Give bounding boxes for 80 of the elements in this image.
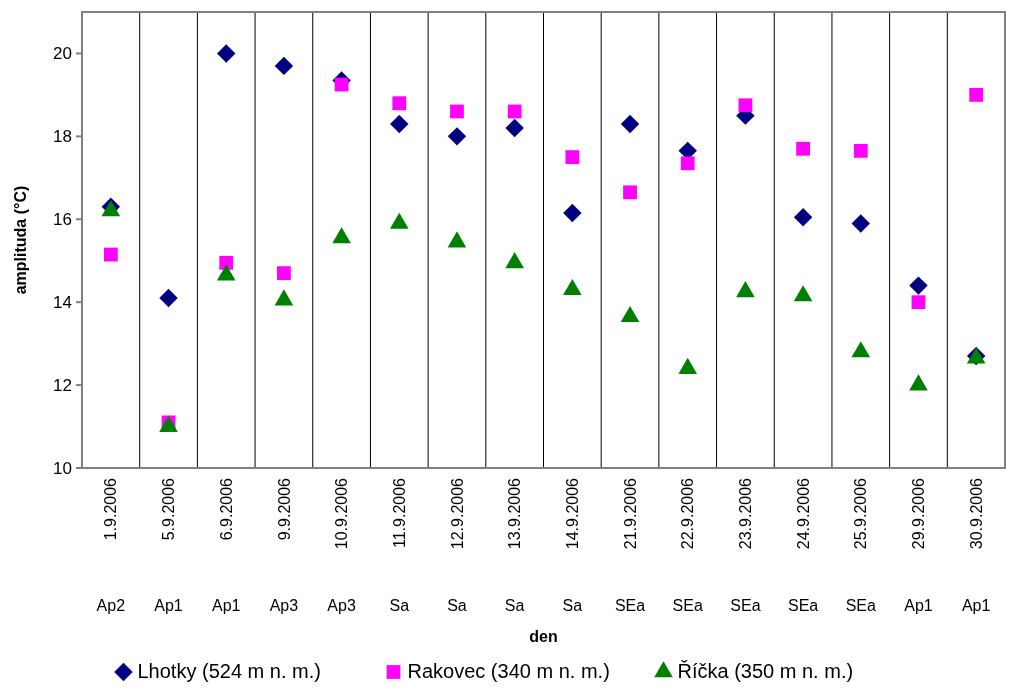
- text: Ap3: [327, 597, 356, 614]
- point: [103, 247, 118, 262]
- x-tick-label: 14.9.2006: [563, 477, 581, 550]
- point: [447, 127, 467, 146]
- point: [969, 88, 984, 102]
- point: [565, 150, 580, 164]
- x-tick-label: 22.9.2006: [679, 477, 697, 550]
- point: [678, 357, 698, 374]
- y-tick-label: 16: [53, 210, 72, 230]
- legend-label: Říčka (350 m n. m.): [677, 660, 854, 682]
- x-tick-label: 24.9.2006: [794, 477, 812, 550]
- point: [909, 276, 928, 295]
- text: Ap2: [96, 597, 126, 614]
- point: [450, 104, 464, 119]
- x-tick-label: 13.9.2006: [506, 477, 524, 550]
- text: Sa: [504, 597, 525, 614]
- point: [274, 56, 294, 76]
- text: Sa: [389, 597, 410, 614]
- y-tick-label: 10: [53, 458, 72, 478]
- text: SEa: [672, 597, 703, 614]
- x-axis-title: den: [529, 628, 558, 645]
- point: [620, 114, 640, 134]
- x-tick-label: 5.9.2006: [160, 477, 178, 541]
- x-tick-label: 1.9.2006: [102, 477, 120, 541]
- x-tick-label: 11.9.2006: [390, 477, 408, 548]
- text: Ap1: [904, 597, 933, 614]
- point: [909, 374, 928, 391]
- point: [851, 214, 870, 233]
- point: [392, 96, 407, 111]
- point: [680, 156, 695, 171]
- point: [217, 44, 236, 63]
- y-tick-label: 18: [53, 127, 72, 147]
- point: [332, 227, 351, 244]
- point: [274, 289, 294, 306]
- x-tick-label: 25.9.2006: [852, 477, 870, 550]
- x-tick-label: 30.9.2006: [967, 477, 985, 550]
- text: Ap1: [961, 597, 991, 614]
- point: [159, 288, 178, 308]
- x-tick-label: 9.9.2006: [275, 477, 293, 541]
- x-tick-label: 23.9.2006: [737, 477, 755, 550]
- legend-label: Rakovec (340 m n. m.): [407, 660, 610, 682]
- point: [736, 281, 755, 298]
- y-tick-label: 14: [53, 293, 72, 313]
- point: [216, 264, 236, 281]
- point: [851, 341, 871, 358]
- point: [793, 285, 813, 302]
- text: Ap3: [269, 597, 299, 614]
- y-tick-label: 20: [53, 44, 72, 64]
- x-tick-label: 12.9.2006: [448, 477, 466, 550]
- point: [505, 252, 524, 269]
- x-tick-label: 10.9.2006: [333, 477, 351, 550]
- point: [738, 98, 753, 113]
- point: [389, 212, 409, 229]
- point: [620, 305, 640, 323]
- y-axis-title: amplituda (°C): [12, 185, 29, 295]
- point: [505, 118, 524, 138]
- x-tick-label: 21.9.2006: [621, 477, 639, 550]
- y-tick-label: 12: [53, 376, 72, 396]
- text: SEa: [787, 597, 819, 614]
- point: [563, 279, 582, 296]
- point: [507, 104, 522, 119]
- point: [623, 185, 637, 200]
- point: [793, 207, 813, 227]
- x-tick-label: 6.9.2006: [217, 477, 235, 541]
- text: SEa: [614, 597, 646, 614]
- point: [447, 231, 467, 248]
- text: SEa: [845, 597, 876, 614]
- point: [277, 266, 291, 281]
- point: [796, 141, 810, 156]
- text: Ap1: [211, 597, 241, 614]
- legend-label: Lhotky (524 m n. m.): [137, 660, 321, 682]
- text: Sa: [447, 597, 467, 614]
- x-tick-label: 29.9.2006: [910, 477, 928, 550]
- text: Ap1: [154, 597, 183, 614]
- point: [390, 114, 409, 134]
- text: SEa: [730, 597, 761, 614]
- point: [563, 203, 582, 223]
- point: [853, 143, 868, 158]
- point: [219, 255, 234, 270]
- text: Sa: [562, 597, 583, 614]
